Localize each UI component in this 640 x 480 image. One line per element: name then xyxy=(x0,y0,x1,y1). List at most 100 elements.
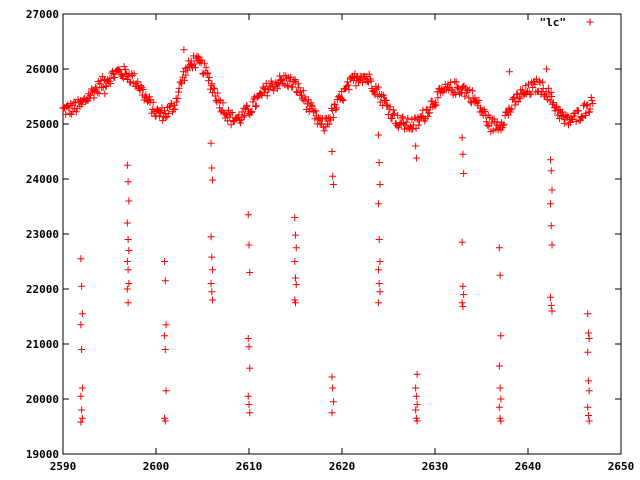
x-tick-label: 2630 xyxy=(422,460,449,473)
data-point xyxy=(458,238,466,246)
x-tick-label: 2620 xyxy=(329,460,356,473)
data-point xyxy=(177,78,185,86)
data-point xyxy=(175,84,183,92)
data-point xyxy=(241,112,249,120)
data-point xyxy=(572,118,580,126)
data-point xyxy=(279,79,287,87)
data-point xyxy=(483,121,491,129)
data-point xyxy=(394,124,402,132)
data-point xyxy=(547,302,555,309)
y-tick-label: 24000 xyxy=(26,173,59,186)
data-point xyxy=(584,412,592,419)
data-point xyxy=(246,409,254,417)
data-point xyxy=(412,406,420,414)
data-point xyxy=(244,392,252,400)
data-point xyxy=(101,90,109,98)
data-point xyxy=(569,116,577,124)
data-point xyxy=(352,82,360,90)
data-point xyxy=(459,303,467,311)
data-point xyxy=(588,96,596,104)
data-point xyxy=(452,90,460,98)
data-point xyxy=(574,107,582,115)
data-point xyxy=(497,417,505,425)
y-tick-label: 21000 xyxy=(26,338,59,351)
data-point xyxy=(243,101,251,109)
data-point xyxy=(267,77,275,85)
data-point xyxy=(375,236,383,243)
data-point xyxy=(390,106,398,114)
data-point xyxy=(495,244,503,252)
y-axis: 19000 20000 21000 22000 23000 24000 25000 26000… xyxy=(26,8,621,461)
data-point xyxy=(225,106,233,114)
data-point xyxy=(291,214,299,221)
data-point xyxy=(329,181,337,188)
data-point xyxy=(475,96,483,104)
data-point xyxy=(331,101,339,109)
data-point xyxy=(374,299,382,307)
data-point xyxy=(344,81,352,89)
data-point xyxy=(584,101,592,109)
data-point xyxy=(124,299,132,307)
data-point xyxy=(455,85,463,93)
data-point xyxy=(386,103,394,111)
data-point xyxy=(531,80,539,88)
data-point xyxy=(412,142,420,150)
data-point xyxy=(499,121,507,129)
data-point xyxy=(171,105,179,113)
x-tick-label: 2650 xyxy=(608,460,635,473)
data-point xyxy=(123,161,131,169)
data-point xyxy=(239,113,247,121)
data-point xyxy=(260,84,268,92)
data-point xyxy=(374,200,382,208)
data-point xyxy=(238,108,246,116)
data-point xyxy=(557,109,565,117)
data-point xyxy=(376,181,384,188)
data-point xyxy=(246,269,254,276)
data-point xyxy=(375,280,383,287)
data-point xyxy=(353,74,361,82)
data-point xyxy=(93,88,101,96)
data-point xyxy=(246,364,254,372)
data-point xyxy=(404,114,412,122)
data-point xyxy=(333,104,341,112)
x-tick-label: 2600 xyxy=(143,460,170,473)
x-tick-label: 2640 xyxy=(515,460,542,473)
data-point xyxy=(165,109,173,117)
data-point xyxy=(328,373,336,381)
data-point xyxy=(329,398,337,406)
data-point xyxy=(528,79,536,87)
x-axis: 2590 2600 2610 2620 2630 2640 2650 xyxy=(50,14,635,473)
data-point xyxy=(345,86,353,94)
data-point xyxy=(78,310,86,318)
data-point xyxy=(539,78,547,86)
data-point xyxy=(461,92,469,100)
data-point xyxy=(208,80,216,88)
data-point xyxy=(214,89,222,97)
data-point xyxy=(252,102,260,110)
data-points xyxy=(59,46,597,426)
data-point xyxy=(78,282,86,290)
data-point xyxy=(374,266,382,274)
data-point xyxy=(262,79,270,87)
data-point xyxy=(413,401,421,408)
data-point xyxy=(175,88,183,96)
data-point xyxy=(72,108,80,116)
data-point xyxy=(548,241,556,249)
data-point xyxy=(493,118,501,126)
data-point xyxy=(292,231,299,239)
data-point xyxy=(124,73,132,81)
data-point xyxy=(78,384,86,392)
data-point xyxy=(496,271,504,279)
data-point xyxy=(245,241,253,249)
data-point xyxy=(187,57,195,65)
data-point xyxy=(191,64,199,72)
plot-area-frame xyxy=(62,13,622,455)
data-point xyxy=(210,85,218,93)
data-point xyxy=(584,310,592,318)
data-point xyxy=(432,101,440,109)
data-point xyxy=(329,113,337,121)
y-tick-label: 25000 xyxy=(26,118,59,131)
data-point xyxy=(304,100,312,108)
legend: "lc" xyxy=(540,16,594,29)
